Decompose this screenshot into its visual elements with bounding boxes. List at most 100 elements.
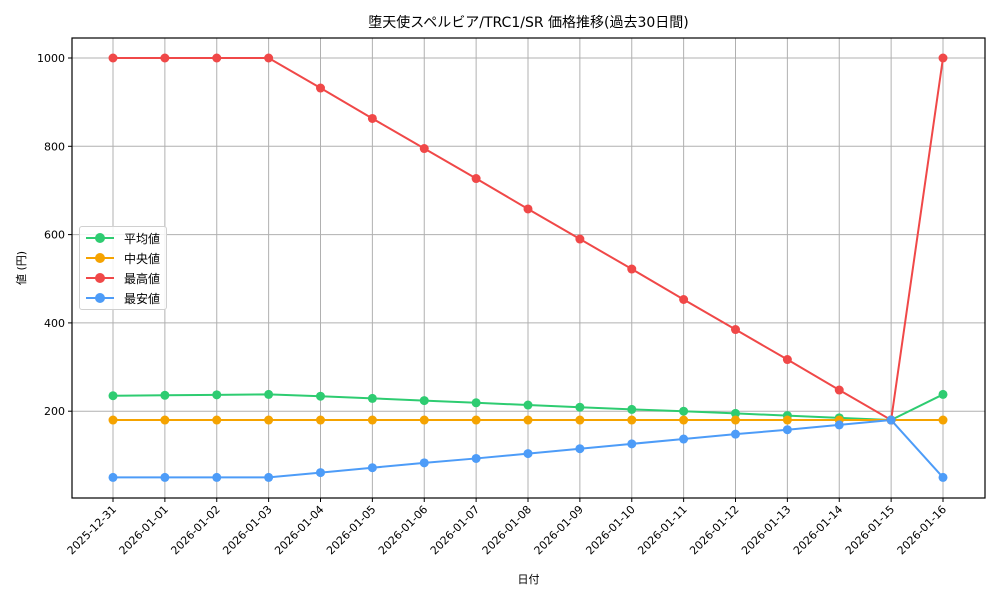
- data-point: [367, 113, 377, 123]
- data-point: [108, 472, 118, 482]
- data-point: [212, 415, 222, 425]
- legend-label: 最安値: [124, 291, 161, 306]
- x-tick-label: 2026-01-12: [687, 503, 741, 557]
- data-point: [264, 415, 274, 425]
- data-point: [419, 458, 429, 468]
- legend-item-median: 中央値: [86, 248, 160, 268]
- data-point: [108, 415, 118, 425]
- data-point: [679, 434, 689, 444]
- data-point: [679, 295, 689, 305]
- legend-marker-icon: [86, 288, 114, 308]
- data-point: [731, 408, 740, 418]
- legend-marker-icon: [86, 268, 114, 288]
- data-point: [782, 425, 792, 435]
- data-point: [419, 144, 429, 154]
- y-tick-label: 200: [44, 405, 65, 418]
- data-point: [108, 391, 118, 401]
- data-point: [938, 53, 948, 63]
- data-point: [886, 415, 896, 425]
- data-point: [367, 393, 377, 403]
- data-point: [264, 389, 274, 399]
- data-point: [782, 355, 792, 365]
- data-point: [367, 463, 377, 473]
- legend-label: 最高値: [124, 271, 161, 286]
- data-point: [834, 385, 844, 395]
- data-point: [627, 264, 637, 274]
- x-axis-label: 日付: [517, 573, 540, 586]
- x-tick-label: 2026-01-10: [583, 503, 637, 557]
- data-point: [212, 390, 222, 400]
- legend-marker-icon: [86, 228, 114, 248]
- data-point: [160, 390, 170, 400]
- data-point: [627, 415, 637, 425]
- data-point: [679, 415, 689, 425]
- x-tick-label: 2026-01-11: [635, 503, 689, 557]
- data-point: [316, 468, 325, 478]
- legend-label: 中央値: [124, 251, 161, 266]
- legend-item-min: 最安値: [86, 288, 160, 308]
- data-point: [523, 400, 533, 410]
- data-point: [575, 402, 585, 412]
- x-tick-label: 2026-01-15: [843, 503, 897, 557]
- data-point: [264, 53, 274, 63]
- data-point: [108, 53, 118, 63]
- data-point: [316, 415, 325, 425]
- data-point: [575, 415, 585, 425]
- data-point: [264, 472, 274, 482]
- data-point: [316, 83, 325, 93]
- data-point: [212, 472, 222, 482]
- x-tick-label: 2026-01-16: [895, 503, 949, 557]
- x-tick-label: 2026-01-02: [168, 503, 222, 557]
- data-point: [471, 453, 481, 463]
- data-point: [575, 234, 585, 244]
- data-point: [731, 415, 740, 425]
- data-point: [367, 415, 377, 425]
- x-tick-label: 2026-01-06: [376, 503, 430, 557]
- data-point: [471, 398, 481, 408]
- legend-label: 平均値: [124, 231, 161, 246]
- data-point: [316, 391, 325, 401]
- y-tick-label: 1000: [37, 52, 65, 65]
- data-point: [938, 472, 948, 482]
- data-point: [679, 406, 689, 416]
- legend-item-max: 最高値: [86, 268, 160, 288]
- x-tick-label: 2026-01-04: [272, 503, 326, 557]
- data-point: [782, 415, 792, 425]
- data-point: [160, 415, 170, 425]
- data-point: [419, 415, 429, 425]
- data-point: [627, 439, 637, 449]
- x-tick-label: 2026-01-14: [791, 503, 845, 557]
- data-point: [731, 429, 740, 439]
- data-point: [471, 174, 481, 184]
- data-point: [160, 53, 170, 63]
- data-point: [471, 415, 481, 425]
- y-axis-label: 値 (円): [15, 250, 28, 286]
- y-tick-label: 800: [44, 140, 65, 153]
- x-tick-label: 2026-01-13: [739, 503, 793, 557]
- data-point: [212, 53, 222, 63]
- legend: 平均値 中央値 最高値 最安値: [79, 226, 167, 310]
- y-tick-label: 600: [44, 229, 65, 242]
- data-point: [731, 325, 740, 335]
- x-tick-label: 2026-01-01: [117, 503, 171, 557]
- y-tick-label: 400: [44, 317, 65, 330]
- x-tick-label: 2026-01-09: [532, 503, 586, 557]
- x-tick-label: 2025-12-31: [65, 503, 119, 557]
- x-tick-label: 2026-01-05: [324, 503, 378, 557]
- data-point: [938, 389, 948, 399]
- data-point: [523, 449, 533, 459]
- data-point: [523, 415, 533, 425]
- x-tick-label: 2026-01-08: [480, 503, 534, 557]
- data-point: [160, 472, 170, 482]
- x-tick-label: 2026-01-03: [220, 503, 274, 557]
- chart-title: 堕天使スペルビア/TRC1/SR 価格推移(過去30日間): [368, 15, 689, 31]
- data-point: [938, 415, 948, 425]
- legend-marker-icon: [86, 248, 114, 268]
- data-point: [834, 420, 844, 430]
- data-point: [419, 396, 429, 406]
- legend-item-average: 平均値: [86, 228, 160, 248]
- data-point: [575, 444, 585, 454]
- x-tick-label: 2026-01-07: [428, 503, 482, 557]
